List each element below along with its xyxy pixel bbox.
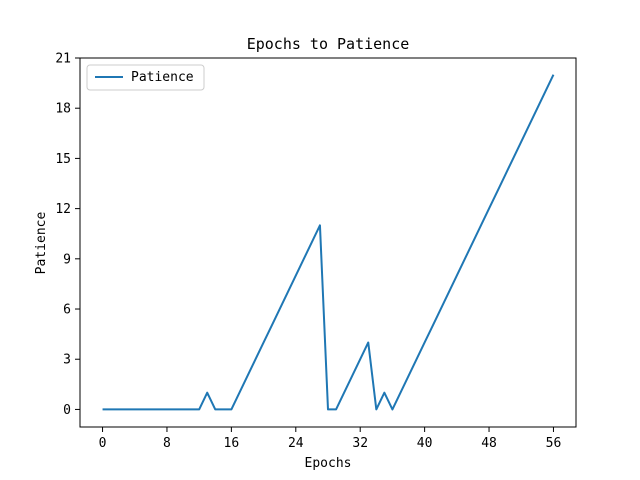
x-tick-label: 0 <box>99 436 107 451</box>
y-tick-label: 0 <box>63 403 71 418</box>
legend: Patience <box>86 64 205 91</box>
x-tick-label: 8 <box>163 436 171 451</box>
legend-label: Patience <box>131 70 194 85</box>
plot-area <box>102 74 555 411</box>
y-tick-label: 6 <box>63 303 71 318</box>
x-tick-label: 24 <box>288 436 304 451</box>
axes-frame <box>79 57 577 428</box>
y-tick-label: 3 <box>63 353 71 368</box>
y-axis: 0 3 6 9 12 15 18 21 <box>55 52 80 418</box>
y-tick-label: 21 <box>55 52 71 67</box>
y-tick-label: 18 <box>55 102 71 117</box>
y-tick-label: 12 <box>55 202 71 217</box>
x-tick-label: 16 <box>224 436 240 451</box>
y-tick-label: 15 <box>55 152 71 167</box>
x-tick-label: 40 <box>417 436 433 451</box>
legend-box <box>86 64 205 91</box>
x-tick-label: 32 <box>352 436 368 451</box>
x-axis: 0 8 16 24 32 40 48 56 <box>99 427 562 451</box>
y-tick-label: 9 <box>63 252 71 267</box>
x-axis-label: Epochs <box>305 456 352 471</box>
series-line-0 <box>102 74 555 411</box>
y-axis-label: Patience <box>34 212 49 275</box>
x-tick-label: 56 <box>546 436 562 451</box>
x-tick-label: 48 <box>481 436 497 451</box>
chart-title: Epochs to Patience <box>247 35 410 53</box>
